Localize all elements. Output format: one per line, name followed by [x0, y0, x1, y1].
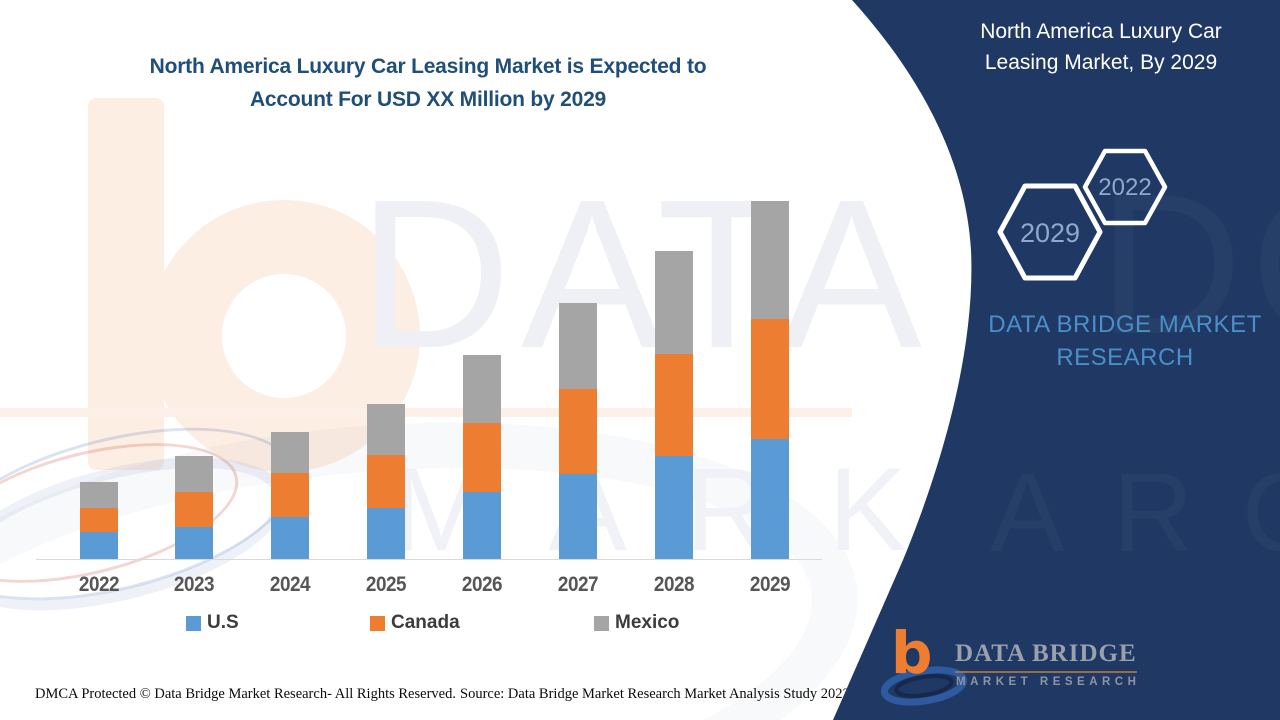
chart-title: North America Luxury Car Leasing Market … — [28, 50, 828, 116]
panel-title-line1: North America Luxury Car — [980, 20, 1222, 43]
footer-dmca-text: DMCA Protected © Data Bridge Market Rese… — [35, 686, 456, 702]
hexagon-2022-label: 2022 — [1098, 174, 1152, 201]
legend-label: Mexico — [615, 612, 680, 633]
chart-title-line2: Account For USD XX Million by 2029 — [249, 88, 607, 111]
bar-segment-us-2023 — [175, 527, 214, 559]
logo-subtext: MARKET RESEARCH — [956, 676, 1141, 688]
brand-text-line1: DATA BRIDGE MARKET — [988, 311, 1262, 338]
chart-title-line1: North America Luxury Car Leasing Market … — [149, 55, 707, 78]
brand-text: DATA BRIDGE MARKET RESEARCH — [962, 308, 1280, 374]
logo-wordmark: DATA BRIDGE — [955, 640, 1137, 673]
bar-segment-us-2029 — [751, 439, 790, 559]
bar-segment-canada-2029 — [751, 319, 790, 439]
x-axis-label-2028: 2028 — [654, 573, 695, 596]
bar-segment-canada-2027 — [559, 389, 598, 474]
bar-segment-mexico-2029 — [751, 201, 790, 319]
bar-segment-canada-2022 — [79, 508, 118, 532]
bar-segment-mexico-2022 — [79, 482, 118, 508]
bar-segment-us-2028 — [655, 456, 694, 559]
side-panel-background — [833, 0, 1280, 720]
databridge-logo: b DATA BRIDGE MARKET RESEARCH — [880, 624, 1233, 712]
x-axis-label-2026: 2026 — [462, 573, 503, 596]
legend-label: U.S — [207, 612, 239, 633]
bar-segment-canada-2023 — [175, 492, 214, 527]
bar-segment-us-2026 — [463, 492, 502, 559]
footer-source-text: Source: Data Bridge Market Research Mark… — [460, 686, 850, 702]
brand-text-line2: RESEARCH — [1056, 344, 1194, 371]
hexagon-2029 — [997, 183, 1103, 281]
x-axis-label-2027: 2027 — [558, 573, 599, 596]
x-axis-label-2025: 2025 — [366, 573, 407, 596]
legend-label: Canada — [391, 612, 460, 633]
bar-segment-canada-2024 — [271, 473, 310, 517]
bar-segment-mexico-2028 — [655, 251, 694, 354]
legend-item-canada: Canada — [370, 612, 460, 633]
x-axis-label-2024: 2024 — [270, 573, 311, 596]
bar-segment-mexico-2027 — [559, 303, 598, 389]
bar-segment-us-2025 — [367, 508, 406, 559]
logo-swoosh-icon — [880, 666, 968, 706]
bar-segment-us-2027 — [559, 474, 598, 559]
legend-item-us: U.S — [186, 612, 239, 633]
bar-segment-us-2022 — [79, 532, 118, 559]
legend-swatch-icon — [186, 615, 201, 631]
bar-segment-us-2024 — [271, 517, 310, 559]
x-axis-label-2023: 2023 — [174, 573, 215, 596]
legend-item-mexico: Mexico — [594, 612, 680, 633]
logo-b-icon: b — [891, 619, 933, 687]
hexagon-2022 — [1082, 148, 1168, 226]
x-axis-line — [36, 559, 822, 560]
legend-swatch-icon — [594, 615, 609, 631]
bar-segment-canada-2026 — [463, 423, 502, 492]
x-axis-label-2029: 2029 — [750, 573, 791, 596]
bar-segment-canada-2028 — [655, 354, 694, 456]
x-axis-label-2022: 2022 — [78, 573, 119, 596]
panel-title-line2: Leasing Market, By 2029 — [984, 51, 1218, 74]
hexagon-2029-label: 2029 — [1019, 218, 1081, 248]
panel-title: North America Luxury Car Leasing Market,… — [938, 16, 1264, 78]
legend-swatch-icon — [370, 615, 385, 631]
